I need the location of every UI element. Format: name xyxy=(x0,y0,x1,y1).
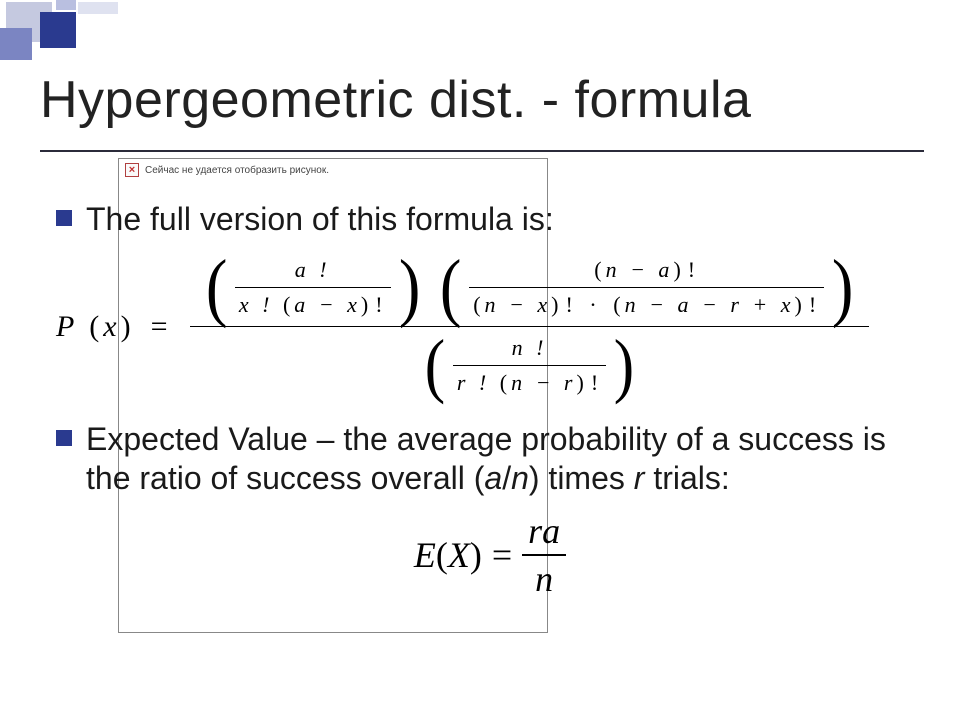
px-main-fraction: ( a ! x ! (a − x)! ) xyxy=(190,251,870,402)
deco-square xyxy=(0,28,32,60)
deco-square xyxy=(78,2,118,14)
px-num-factor-2: ( (n − a)! (n − x)! . (n − a − r + x)! xyxy=(438,255,856,320)
sym-P: P xyxy=(56,310,78,343)
fd-num: n ! xyxy=(453,333,606,363)
deco-square xyxy=(40,12,76,48)
bullet-icon xyxy=(56,210,72,226)
f2-den: (n − x)! . (n − a − r + x)! xyxy=(469,290,824,320)
title-rule xyxy=(40,150,924,152)
b2-mid: ) times xyxy=(529,460,634,496)
bullet-icon xyxy=(56,430,72,446)
equals-sign: = xyxy=(492,534,512,576)
ev-fraction: ra n xyxy=(522,510,566,600)
slide: Hypergeometric dist. - formula × Сейчас … xyxy=(0,0,960,720)
equals-sign: = xyxy=(149,310,176,344)
px-lhs: P (x) xyxy=(56,310,135,344)
f2-num: (n − a)! xyxy=(469,255,824,285)
deco-square xyxy=(56,0,76,10)
bullet-item: Expected Value – the average probability… xyxy=(56,420,924,498)
px-formula: P (x) = ( a ! x ! xyxy=(56,251,924,402)
f1-num: a ! xyxy=(235,255,391,285)
ev-formula: E(X) = ra n xyxy=(56,510,924,600)
fd-den: r ! (n − r)! xyxy=(453,368,606,398)
slide-body: The full version of this formula is: P (… xyxy=(56,200,924,618)
ev-num: ra xyxy=(522,510,566,552)
sym-x: x xyxy=(103,310,120,343)
page-title: Hypergeometric dist. - formula xyxy=(40,70,930,130)
corner-decoration xyxy=(0,0,200,60)
broken-image-icon: × xyxy=(125,163,139,177)
bullet-text: Expected Value – the average probability… xyxy=(86,420,924,498)
ev-lhs: E(X) xyxy=(414,534,482,576)
px-num-factor-1: ( a ! x ! (a − x)! ) xyxy=(204,255,422,320)
missing-image-caption: Сейчас не удается отобразить рисунок. xyxy=(145,165,329,176)
bullet-text: The full version of this formula is: xyxy=(86,200,554,239)
f1-den: x ! (a − x)! xyxy=(235,290,391,320)
bullet-item: The full version of this formula is: xyxy=(56,200,924,239)
ev-den: n xyxy=(522,558,566,600)
b2-suffix: trials: xyxy=(644,460,729,496)
px-den-factor: ( n ! r ! (n − r)! ) xyxy=(423,333,636,398)
